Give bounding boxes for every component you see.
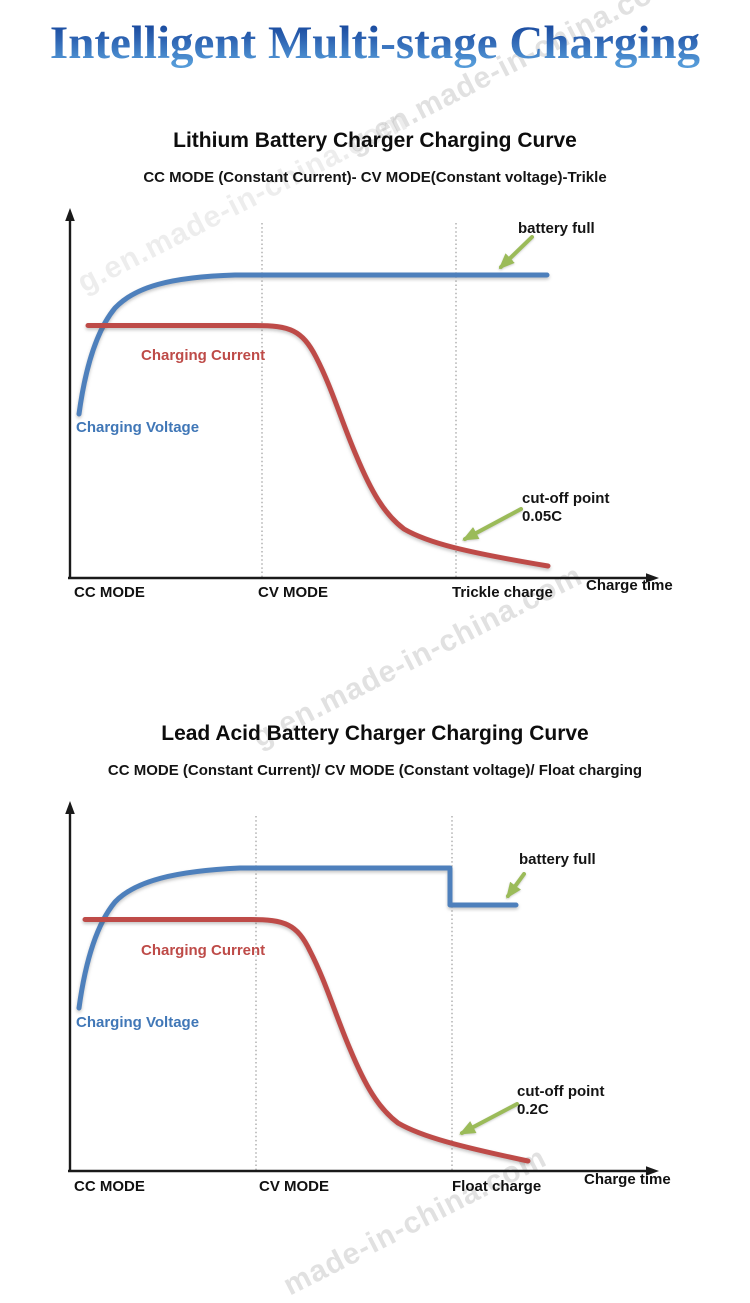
x-label-cc-mode-2: CC MODE	[74, 1178, 145, 1195]
lead-acid-chart-subtitle: CC MODE (Constant Current)/ CV MODE (Con…	[107, 762, 643, 779]
current-curve-2	[82, 917, 531, 1164]
cutoff-label-2-line2: 0.2C	[517, 1101, 549, 1118]
lithium-chart-subtitle: CC MODE (Constant Current)- CV MODE(Cons…	[143, 169, 607, 186]
cutoff-label-1-line1: cut-off point	[522, 490, 610, 507]
voltage-curve-1	[76, 272, 550, 417]
x-label-cc-mode-1: CC MODE	[74, 584, 145, 601]
x-axis-title-1: Charge time	[586, 577, 673, 594]
current-curve-label-1: Charging Current	[141, 347, 266, 364]
x-axis-arrowhead-1	[646, 573, 659, 583]
cutoff-arrow-2	[459, 1102, 519, 1135]
y-axis-arrowhead-2	[65, 801, 75, 814]
x-label-cv-mode-2: CV MODE	[259, 1178, 330, 1195]
voltage-curve-label-2: Charging Voltage	[76, 1014, 200, 1031]
voltage-curve-2	[76, 865, 519, 1011]
lead-acid-chart-title: Lead Acid Battery Charger Charging Curve	[161, 722, 589, 745]
x-label-trickle-charge-1: Trickle charge	[452, 584, 553, 601]
battery-full-arrow-1	[498, 235, 534, 270]
battery-full-arrow-2	[506, 872, 526, 899]
x-axis-title-2: Charge time	[584, 1171, 671, 1188]
voltage-curve-label-1: Charging Voltage	[76, 419, 200, 436]
lead-acid-chart-canvas	[65, 801, 659, 1176]
lithium-chart-canvas	[65, 208, 659, 583]
y-axis-arrowhead-1	[65, 208, 75, 221]
page-title: Intelligent Multi-stage Charging	[0, 16, 750, 70]
x-axis-arrowhead-2	[646, 1166, 659, 1176]
cutoff-label-1: cut-off point 0.05C	[522, 490, 609, 526]
cutoff-arrow-1	[462, 507, 523, 541]
current-curve-1	[85, 323, 551, 569]
battery-full-label-2: battery full	[519, 851, 596, 868]
x-label-cv-mode-1: CV MODE	[258, 584, 329, 601]
cutoff-label-2-line1: cut-off point	[517, 1083, 605, 1100]
battery-full-label-1: battery full	[518, 220, 595, 237]
lithium-chart-title: Lithium Battery Charger Charging Curve	[173, 129, 577, 152]
cutoff-label-2: cut-off point 0.2C	[517, 1083, 604, 1119]
current-curve-label-2: Charging Current	[141, 942, 266, 959]
cutoff-label-1-line2: 0.05C	[522, 508, 563, 525]
x-label-float-charge-2: Float charge	[452, 1178, 542, 1195]
